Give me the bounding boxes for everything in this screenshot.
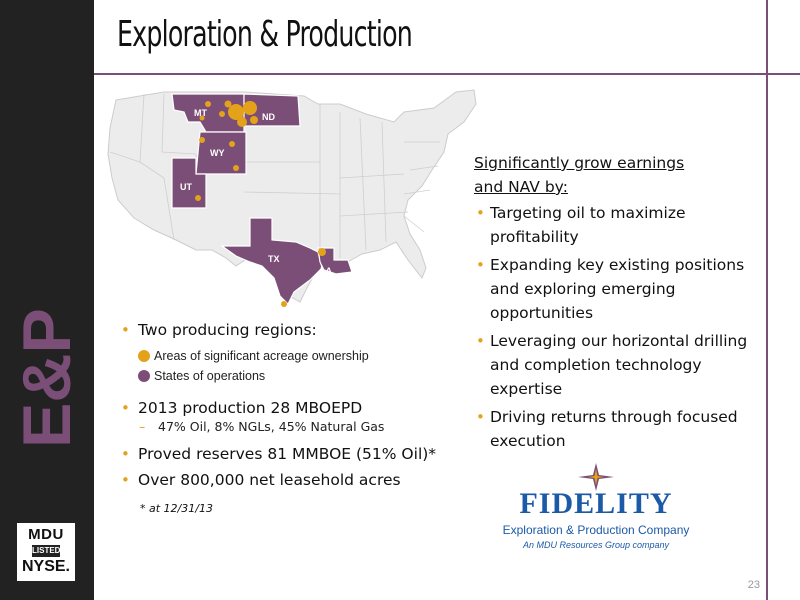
strategy-heading-line1: Significantly grow earnings: [474, 154, 685, 172]
bullet-producing-regions: Two producing regions:: [118, 320, 458, 340]
label-nd: ND: [262, 112, 275, 122]
strategy-bullet-horizontal: Leveraging our horizontal drilling and c…: [474, 329, 764, 401]
page-number: 23: [747, 579, 760, 591]
label-ut: UT: [180, 182, 192, 192]
logo-mdu-text: MDU: [28, 526, 64, 543]
fidelity-logo: FIDELITY Exploration & Production Compan…: [496, 463, 696, 558]
legend-item-acreage: Areas of significant acreage ownership: [138, 346, 458, 366]
acreage-dots: [195, 100, 326, 307]
strategy-bullet-oil: Targeting oil to maximize profitability: [474, 201, 764, 249]
right-bullet-list: Significantly grow earnings and NAV by: …: [474, 153, 764, 457]
strategy-bullet-expand: Expanding key existing positions and exp…: [474, 253, 764, 325]
bullet-reserves: Proved reserves 81 MMBOE (51% Oil)*: [118, 444, 458, 464]
bullet-production: 2013 production 28 MBOEPD: [118, 398, 458, 418]
legend-item-operations: States of operations: [138, 366, 458, 386]
side-band: [0, 0, 94, 600]
label-la: LA: [320, 266, 332, 276]
acreage-dot-icon: [138, 350, 150, 362]
state-tx: [220, 217, 323, 306]
logo-listed-text: LISTED: [32, 545, 61, 557]
sub-bullet-mix: –47% Oil, 8% NGLs, 45% Natural Gas: [118, 418, 458, 436]
state-nd: [243, 93, 301, 127]
compass-star-icon: [578, 463, 614, 491]
state-borders: [109, 93, 440, 258]
label-mt: MT: [194, 108, 207, 118]
legend-label-operations: States of operations: [154, 369, 266, 383]
footnote: * at 12/31/13: [140, 502, 213, 515]
title-divider: [94, 73, 800, 75]
legend-label-acreage: Areas of significant acreage ownership: [154, 349, 369, 363]
sub-bullet-text: 47% Oil, 8% NGLs, 45% Natural Gas: [158, 419, 385, 434]
label-tx: TX: [268, 254, 280, 264]
strategy-bullet-returns: Driving returns through focused executio…: [474, 405, 764, 453]
strategy-heading-line2: and NAV by:: [474, 178, 568, 196]
section-label-graphic: E&P: [12, 308, 82, 448]
dash-icon: –: [139, 419, 146, 434]
nyse-listed-logo: MDU LISTED NYSE.: [17, 523, 75, 581]
state-labels: MT ND WY UT TX LA: [180, 108, 332, 276]
us-map-graphic: MT ND WY UT TX LA: [107, 89, 477, 307]
page-title: Exploration & Production: [117, 14, 413, 55]
section-label-text: E&P: [12, 308, 82, 448]
company-subtitle: Exploration & Production Company: [502, 523, 690, 537]
state-la: [317, 247, 353, 275]
company-name: FIDELITY: [519, 487, 673, 520]
right-divider: [766, 0, 768, 600]
company-tagline: An MDU Resources Group company: [522, 540, 670, 550]
us-operations-map: MT ND WY UT TX LA: [104, 82, 484, 312]
left-bullet-list: Two producing regions: Areas of signific…: [118, 320, 458, 515]
logo-nyse-text: NYSE.: [21, 558, 70, 575]
label-wy: WY: [210, 148, 225, 158]
section-label-ep: E&P: [12, 262, 82, 452]
bullet-acres: Over 800,000 net leasehold acres: [118, 470, 458, 490]
operations-dot-icon: [138, 370, 150, 382]
